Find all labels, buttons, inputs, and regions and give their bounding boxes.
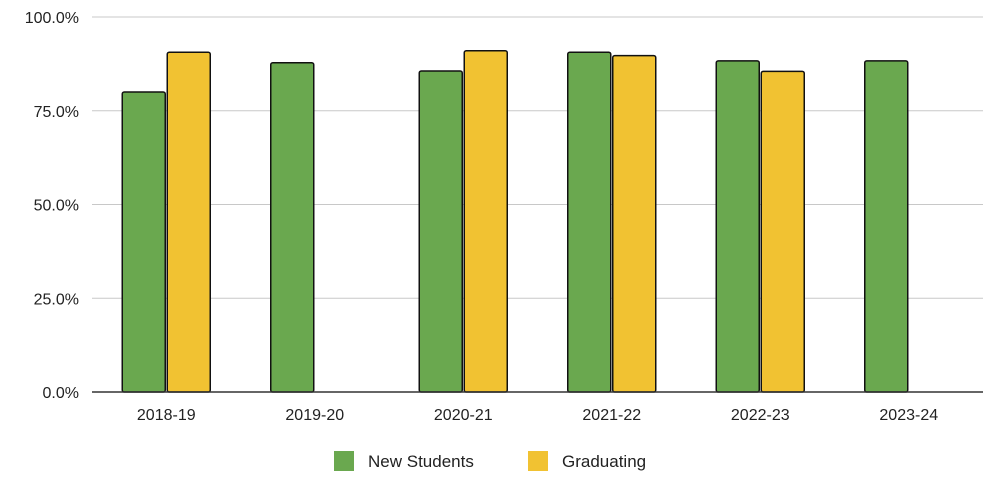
x-tick-label: 2019-20 xyxy=(285,407,344,424)
bar-new-students-2019-20 xyxy=(270,62,315,393)
x-tick-label: 2021-22 xyxy=(582,407,641,424)
x-tick-label: 2020-21 xyxy=(434,407,493,424)
legend-label: Graduating xyxy=(562,452,646,471)
bar-new-students-2020-21 xyxy=(418,70,463,393)
bar-new-students-2022-23 xyxy=(715,60,760,393)
y-tick-label: 25.0% xyxy=(34,291,79,308)
legend-swatch-graduating xyxy=(528,451,548,471)
gridlines xyxy=(92,16,983,299)
bar-graduating-2020-21 xyxy=(463,50,508,393)
legend-label: New Students xyxy=(368,452,474,471)
legend-swatch-new-students xyxy=(334,451,354,471)
y-tick-label: 100.0% xyxy=(25,10,79,27)
y-tick-label: 0.0% xyxy=(43,385,79,402)
bar-graduating-2018-19 xyxy=(166,51,211,393)
x-tick-label: 2018-19 xyxy=(137,407,196,424)
bars xyxy=(121,50,909,393)
bar-new-students-2023-24 xyxy=(864,60,909,393)
x-tick-label: 2023-24 xyxy=(879,407,938,424)
y-tick-label: 75.0% xyxy=(34,104,79,121)
legend: New Students Graduating xyxy=(334,451,646,471)
y-axis-tick-labels: 0.0% 25.0% 50.0% 75.0% 100.0% xyxy=(25,10,79,402)
bar-new-students-2018-19 xyxy=(121,91,166,393)
bar-new-students-2021-22 xyxy=(567,51,612,393)
x-tick-label: 2022-23 xyxy=(731,407,790,424)
bar-graduating-2022-23 xyxy=(760,70,805,393)
x-axis-tick-labels: 2018-19 2019-20 2020-21 2021-22 2022-23 2023-… xyxy=(137,407,938,424)
y-tick-label: 50.0% xyxy=(34,198,79,215)
bar-graduating-2021-22 xyxy=(612,54,657,393)
